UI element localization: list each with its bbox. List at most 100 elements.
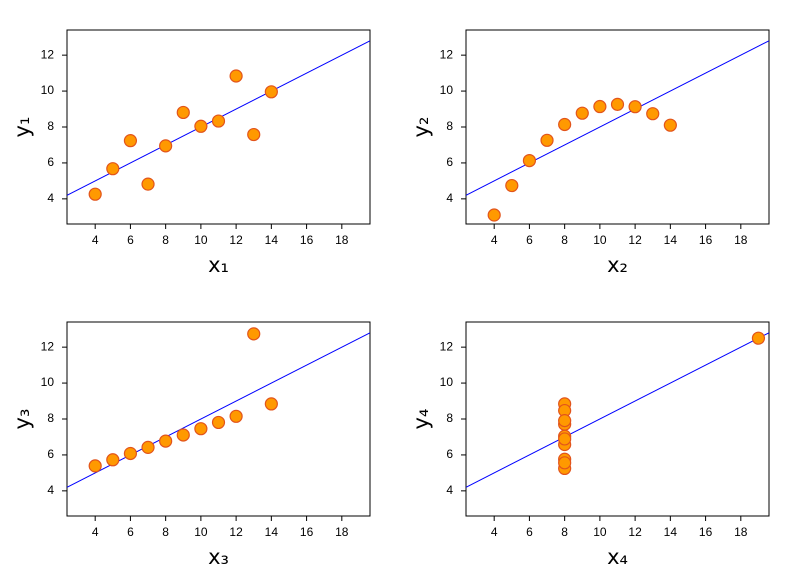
x-tick-label: 14 xyxy=(664,525,678,539)
point xyxy=(141,440,155,454)
x-tick-label: 4 xyxy=(92,233,99,247)
point xyxy=(558,117,572,132)
y-tick-label: 12 xyxy=(41,47,55,61)
x-tick-label: 8 xyxy=(561,525,568,539)
y-tick-label: 12 xyxy=(440,47,454,61)
x-tick-label: 6 xyxy=(127,233,134,247)
point xyxy=(593,99,607,114)
point xyxy=(176,428,190,442)
point xyxy=(176,105,190,120)
point xyxy=(558,414,572,428)
point xyxy=(88,459,102,473)
point xyxy=(106,453,120,467)
point xyxy=(123,134,138,148)
point xyxy=(505,178,519,193)
point xyxy=(646,107,660,121)
trend-line xyxy=(466,332,769,488)
x-tick-label: 12 xyxy=(628,233,642,247)
point xyxy=(540,133,554,147)
point xyxy=(264,85,278,99)
y-tick-label: 10 xyxy=(440,375,454,389)
point xyxy=(159,139,173,153)
y-tick-label: 10 xyxy=(440,83,454,97)
x-tick-label: 8 xyxy=(162,233,169,247)
x-tick-label: 18 xyxy=(335,233,349,247)
y-axis-title: y₄ xyxy=(409,409,433,430)
x-tick-label: 14 xyxy=(265,525,279,539)
point xyxy=(159,434,173,448)
y-tick-label: 4 xyxy=(47,483,54,497)
point xyxy=(211,415,226,430)
y-tick-label: 6 xyxy=(446,155,453,169)
y-tick-label: 10 xyxy=(41,375,55,389)
point xyxy=(194,119,208,133)
y-tick-label: 12 xyxy=(440,339,454,353)
x-axis-title: x₂ xyxy=(607,253,628,277)
y-axis-title: y₃ xyxy=(10,409,34,430)
point xyxy=(247,127,261,142)
x-tick-label: 16 xyxy=(699,525,713,539)
x-tick-label: 16 xyxy=(699,233,713,247)
point xyxy=(229,69,243,83)
x-tick-label: 10 xyxy=(194,233,208,247)
x-tick-label: 18 xyxy=(734,233,748,247)
x-tick-label: 4 xyxy=(92,525,99,539)
point xyxy=(194,422,208,436)
x-tick-label: 16 xyxy=(300,525,314,539)
y-tick-label: 8 xyxy=(47,119,54,133)
point xyxy=(751,331,766,345)
x-tick-label: 4 xyxy=(491,525,498,539)
x-tick-label: 6 xyxy=(127,525,134,539)
x-tick-label: 6 xyxy=(526,525,533,539)
y-tick-label: 8 xyxy=(446,411,453,425)
x-tick-label: 10 xyxy=(593,525,607,539)
x-tick-label: 8 xyxy=(162,525,169,539)
point xyxy=(106,162,120,176)
trend-line xyxy=(466,40,769,196)
x-tick-label: 10 xyxy=(593,233,607,247)
x-tick-label: 4 xyxy=(491,233,498,247)
point xyxy=(575,106,589,120)
x-tick-label: 6 xyxy=(526,233,533,247)
plot-frame xyxy=(465,321,770,517)
point xyxy=(229,409,243,423)
x-tick-label: 10 xyxy=(194,525,208,539)
y-tick-label: 8 xyxy=(446,119,453,133)
point xyxy=(211,114,226,128)
y-tick-label: 8 xyxy=(47,411,54,425)
y-tick-label: 6 xyxy=(47,155,54,169)
plot-frame xyxy=(465,29,770,225)
point xyxy=(522,153,537,168)
point xyxy=(88,187,102,201)
point xyxy=(558,432,572,446)
point xyxy=(264,397,278,411)
y-tick-label: 4 xyxy=(47,191,54,205)
x-tick-label: 8 xyxy=(561,233,568,247)
y-tick-label: 4 xyxy=(446,483,453,497)
x-tick-label: 18 xyxy=(734,525,748,539)
point xyxy=(558,456,572,470)
x-tick-label: 12 xyxy=(229,525,243,539)
point xyxy=(628,100,642,114)
point xyxy=(663,118,677,132)
point xyxy=(247,327,261,341)
x-tick-label: 14 xyxy=(664,233,678,247)
y-tick-label: 4 xyxy=(446,191,453,205)
x-axis-title: x₁ xyxy=(208,253,229,277)
point xyxy=(610,97,625,111)
x-tick-label: 16 xyxy=(300,233,314,247)
x-tick-label: 14 xyxy=(265,233,279,247)
x-tick-label: 12 xyxy=(229,233,243,247)
y-axis-title: y₁ xyxy=(10,117,34,138)
y-tick-label: 12 xyxy=(41,339,55,353)
y-tick-label: 6 xyxy=(446,447,453,461)
y-tick-label: 6 xyxy=(47,447,54,461)
point xyxy=(123,446,138,461)
x-axis-title: x₃ xyxy=(208,545,229,569)
x-tick-label: 12 xyxy=(628,525,642,539)
y-axis-title: y₂ xyxy=(409,117,433,138)
y-tick-label: 10 xyxy=(41,83,55,97)
x-tick-label: 18 xyxy=(335,525,349,539)
